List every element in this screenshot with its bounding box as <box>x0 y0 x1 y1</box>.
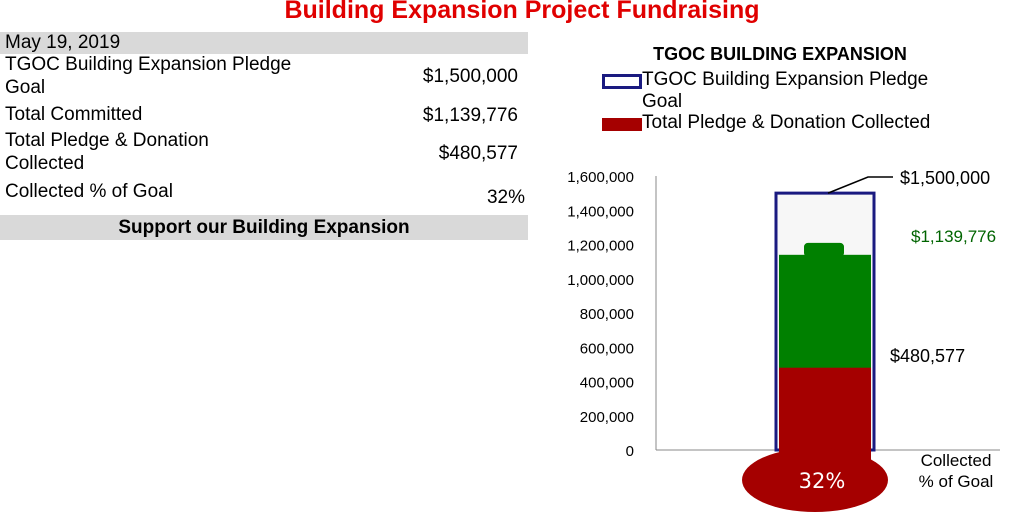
pct-label: Collected % of Goal <box>5 181 173 202</box>
legend-goal-label: TGOC Building Expansion Pledge Goal <box>642 69 928 113</box>
x-axis-label-line1: Collected <box>921 451 992 470</box>
goal-label-line2: Goal <box>5 77 46 98</box>
chart-title: TGOC BUILDING EXPANSION <box>653 44 907 64</box>
goal-callout-line <box>827 176 893 194</box>
goal-data-label: $1,500,000 <box>900 168 990 188</box>
committed-data-label: $1,139,776 <box>911 227 996 246</box>
goal-label-line1: TGOC Building Expansion Pledge <box>5 54 292 75</box>
support-banner[interactable]: Support our Building Expansion <box>0 215 528 240</box>
goal-label: TGOC Building Expansion Pledge Goal <box>5 53 291 99</box>
y-tick-label: 600,000 <box>580 340 634 357</box>
legend-goal-line1: TGOC Building Expansion Pledge <box>642 69 929 90</box>
legend-collected-label: Total Pledge & Donation Collected <box>642 112 931 133</box>
x-axis-label-line2: % of Goal <box>919 472 994 491</box>
y-tick-label: 1,400,000 <box>567 203 634 220</box>
legend-goal-swatch <box>602 74 642 89</box>
y-tick-label: 1,600,000 <box>567 169 634 186</box>
collected-value: $480,577 <box>438 143 518 164</box>
y-tick-label: 1,200,000 <box>567 238 634 255</box>
collected-data-label: $480,577 <box>890 346 965 366</box>
date-band <box>0 32 528 54</box>
pct-value: 32% <box>486 187 525 208</box>
committed-cap <box>804 242 844 257</box>
y-tick-label: 200,000 <box>580 409 634 426</box>
bulb-label: 32% <box>799 469 846 493</box>
legend-goal-line2: Goal <box>642 91 683 112</box>
collected-label-line1: Total Pledge & Donation <box>5 130 209 151</box>
y-tick-label: 0 <box>626 443 634 460</box>
page-title: Building Expansion Project Fundraising <box>284 0 760 24</box>
legend-collected-swatch <box>602 118 642 131</box>
collected-label-line2: Collected <box>5 153 85 174</box>
y-tick-label: 800,000 <box>580 306 634 323</box>
thermometer-bulb <box>742 448 888 512</box>
y-tick-label: 400,000 <box>580 375 634 392</box>
y-tick-label: 1,000,000 <box>567 272 634 289</box>
committed-label: Total Committed <box>5 104 143 125</box>
report-date: May 19, 2019 <box>5 32 121 53</box>
collected-label: Total Pledge & Donation Collected <box>5 129 209 175</box>
collected-bar <box>779 367 871 460</box>
committed-value: $1,139,776 <box>422 105 518 126</box>
goal-value: $1,500,000 <box>422 66 518 87</box>
